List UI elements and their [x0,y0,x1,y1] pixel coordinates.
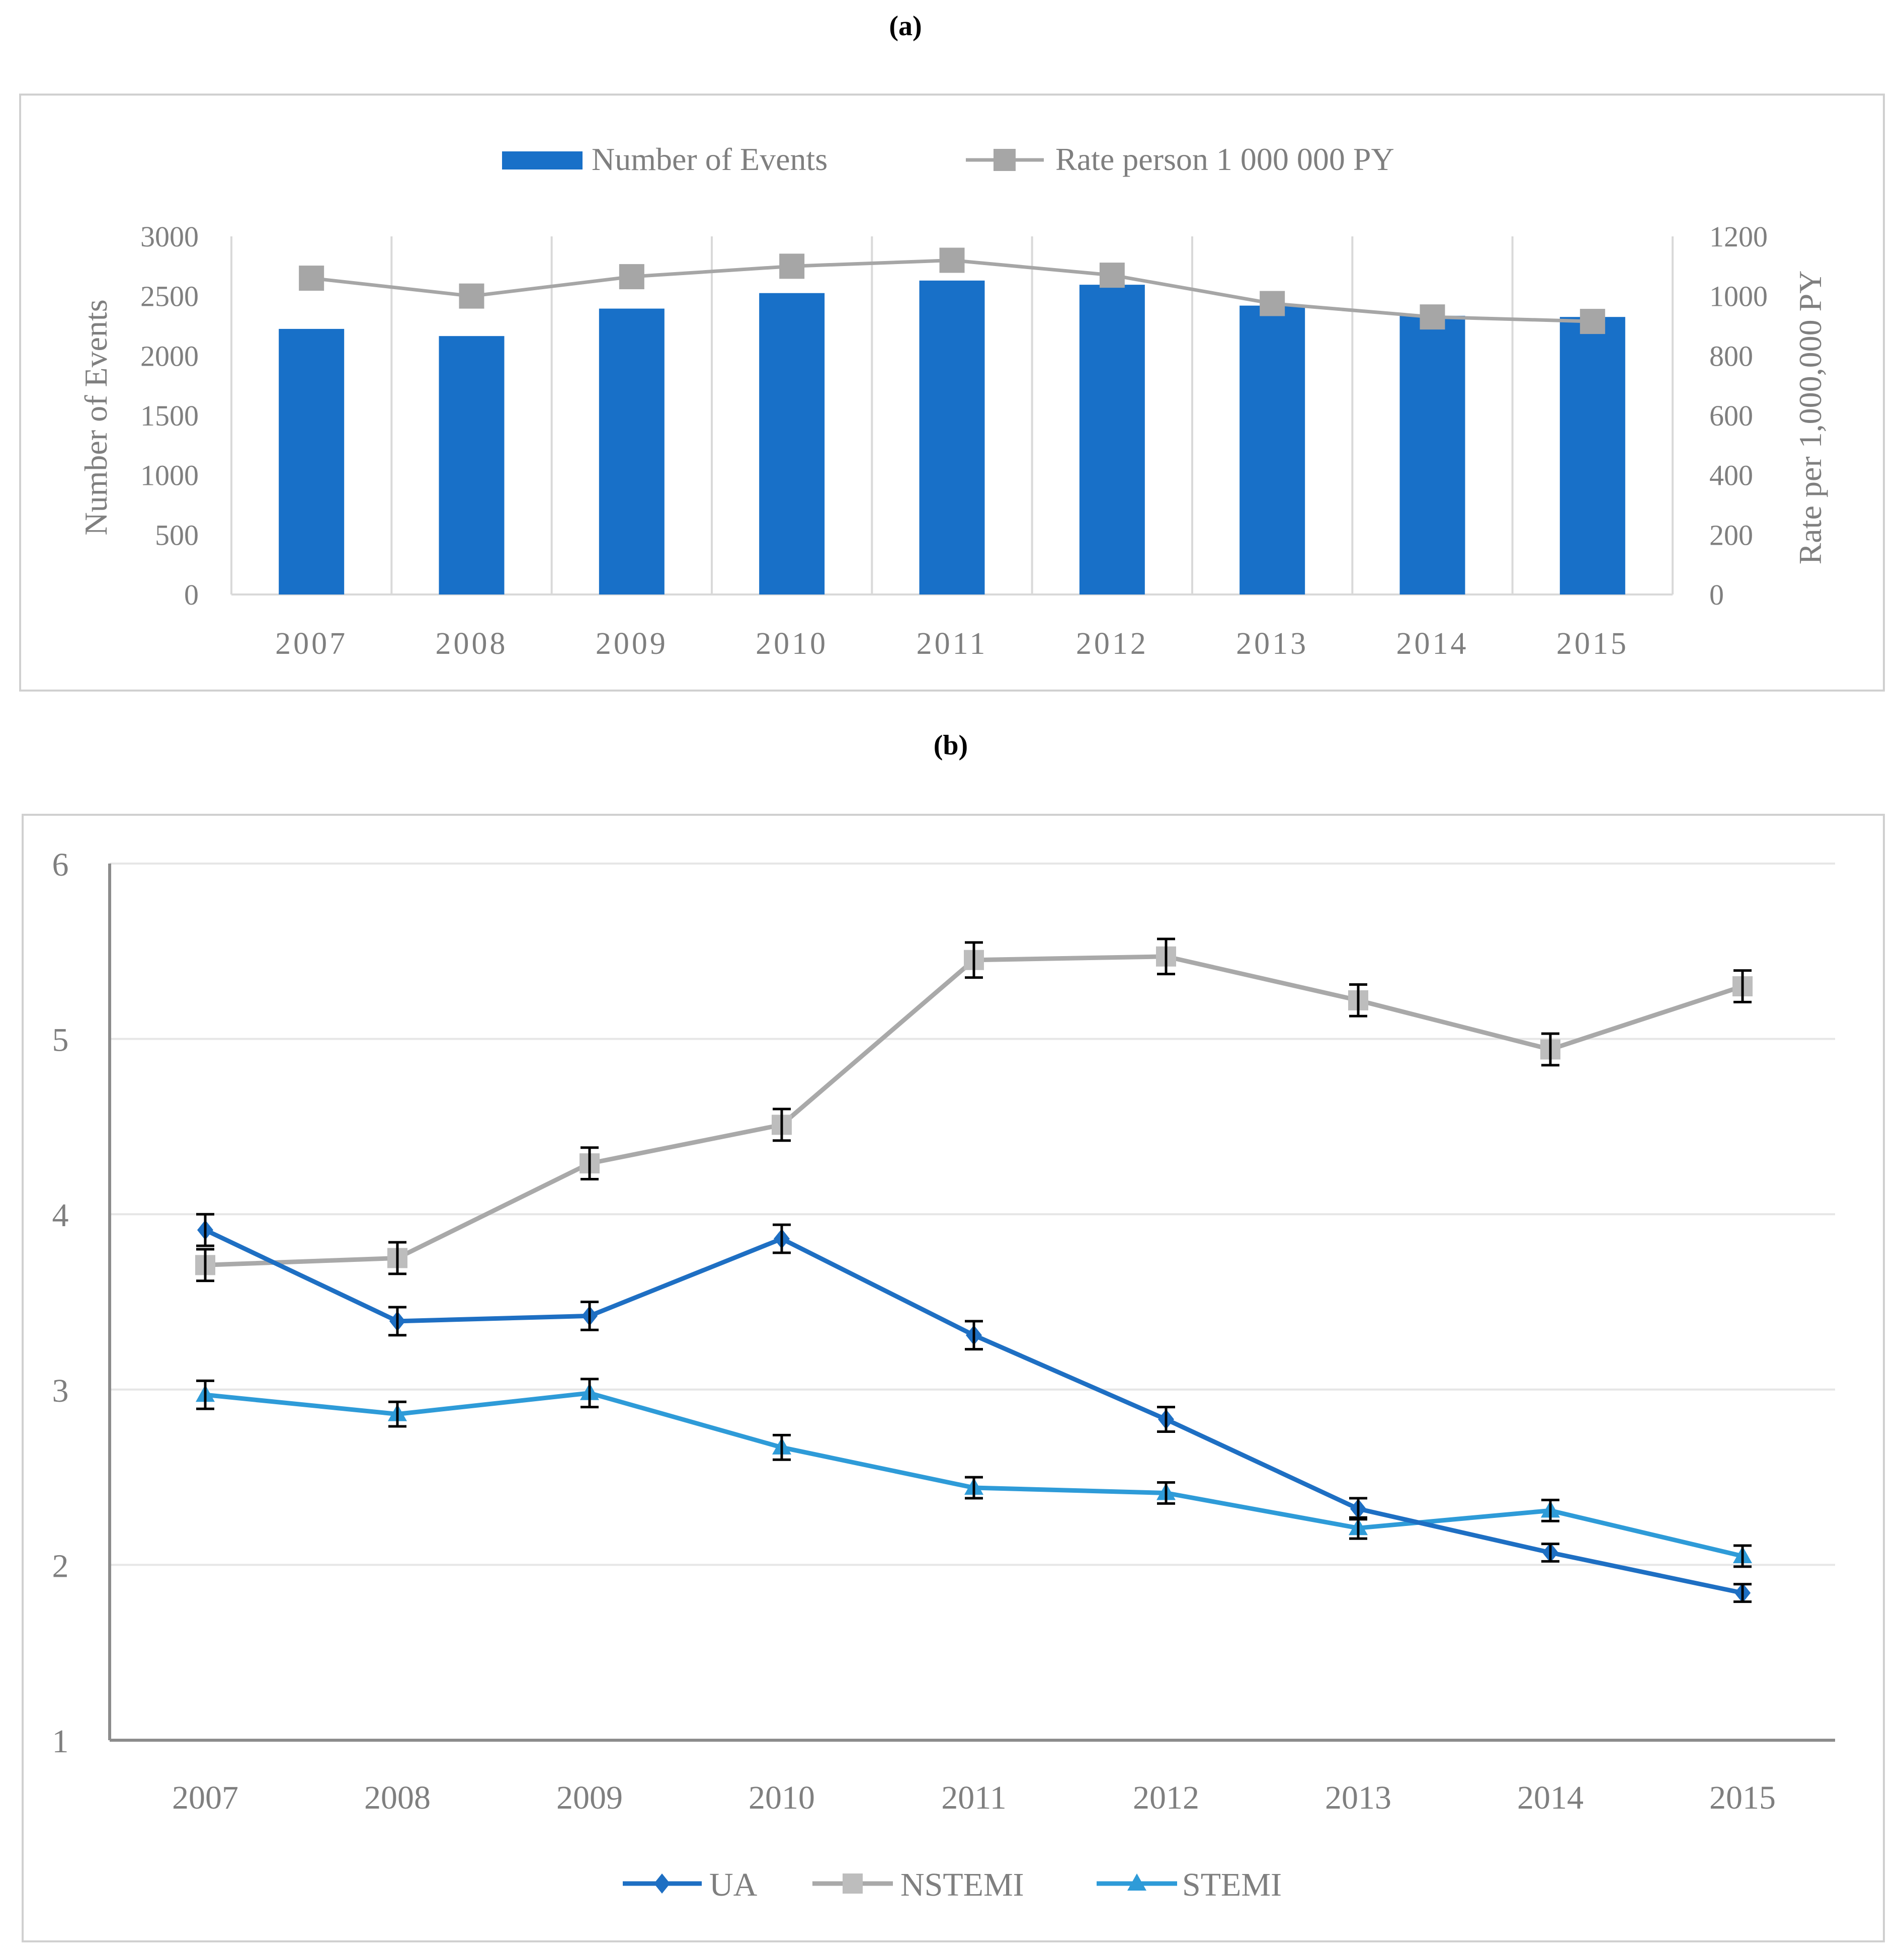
x-tick-label: 2015 [1709,1779,1776,1816]
y-tick-label: 3 [52,1373,69,1409]
x-tick-label: 2007 [275,627,348,661]
y2-tick-label: 1000 [1709,280,1768,313]
rate-marker-2007 [299,266,324,291]
rate-marker-2012 [1099,263,1125,288]
bar-2007 [279,328,345,594]
panel-b-label: (b) [934,730,968,761]
y-tick-label: 0 [184,578,199,611]
y-tick-label: 1500 [140,399,199,432]
bar-2015 [1559,317,1625,594]
x-tick-label: 2013 [1325,1779,1391,1816]
y-tick-label: 500 [155,519,199,551]
rate-marker-2014 [1420,304,1445,330]
x-tick-label: 2013 [1236,627,1308,661]
y2-tick-label: 200 [1709,519,1753,551]
legend-marker-stemi [1127,1873,1146,1891]
legend-label-nstemi: NSTEMI [900,1866,1024,1903]
y2-axis-title: Rate per 1,000,000 PY [1792,271,1828,565]
bar-2008 [439,336,505,594]
legend-label-rate: Rate person 1 000 000 PY [1055,141,1394,177]
x-tick-label: 2015 [1556,627,1629,661]
y2-tick-label: 800 [1709,339,1753,372]
x-tick-label: 2009 [596,627,668,661]
x-tick-label: 2008 [364,1779,431,1816]
y-tick-label: 1 [52,1723,69,1760]
x-tick-label: 2011 [941,1779,1007,1816]
x-tick-label: 2014 [1517,1779,1584,1816]
y-tick-label: 2000 [140,339,199,372]
rate-marker-2010 [779,253,805,279]
y-tick-label: 2500 [140,280,199,313]
rate-marker-2013 [1260,291,1285,316]
bar-2014 [1399,315,1465,594]
x-tick-label: 2011 [917,627,988,661]
y2-tick-label: 400 [1709,459,1753,492]
legend-label-ua: UA [709,1866,758,1903]
x-tick-label: 2008 [436,627,508,661]
panel-a-label: (a) [889,11,922,42]
y-tick-label: 4 [52,1197,69,1234]
legend-marker-ua [654,1873,670,1894]
y-axis-title: Number of Events [78,299,114,535]
y-tick-label: 2 [52,1548,69,1584]
bar-2010 [759,293,825,594]
legend-swatch-events [502,151,583,169]
legend-marker-nstemi [843,1873,863,1894]
rate-marker-2015 [1580,309,1605,334]
y-tick-label: 5 [52,1022,69,1059]
x-tick-label: 2012 [1133,1779,1199,1816]
y2-tick-label: 1200 [1709,220,1768,253]
legend-label-events: Number of Events [592,141,828,177]
y-tick-label: 3000 [140,220,199,253]
y2-tick-label: 0 [1709,578,1724,611]
bar-2011 [919,280,985,594]
x-tick-label: 2007 [172,1779,238,1816]
bar-2009 [599,308,665,594]
y-tick-label: 1000 [140,459,199,492]
chart-b-frame [22,814,1885,1942]
x-tick-label: 2012 [1076,627,1148,661]
y2-tick-label: 600 [1709,399,1753,432]
rate-marker-2011 [939,247,965,273]
y-tick-label: 6 [52,846,69,883]
bar-2012 [1079,285,1145,594]
rate-marker-2008 [459,283,484,309]
chart-b: 1 2 3 4 5 6 2007 2008 2009 2010 2011 2012 2013 2014 20… [52,846,1835,1903]
rate-marker-2009 [619,264,644,290]
x-tick-label: 2010 [749,1779,815,1816]
x-tick-label: 2010 [756,627,828,661]
x-tick-label: 2014 [1396,627,1469,661]
bar-2013 [1239,305,1305,594]
legend-label-stemi: STEMI [1182,1866,1282,1903]
x-tick-label: 2009 [556,1779,623,1816]
chart-a: 0 500 1000 1500 2000 2500 3000 0 200 400 600 800 100… [78,141,1828,661]
legend-marker-rate [994,149,1016,171]
